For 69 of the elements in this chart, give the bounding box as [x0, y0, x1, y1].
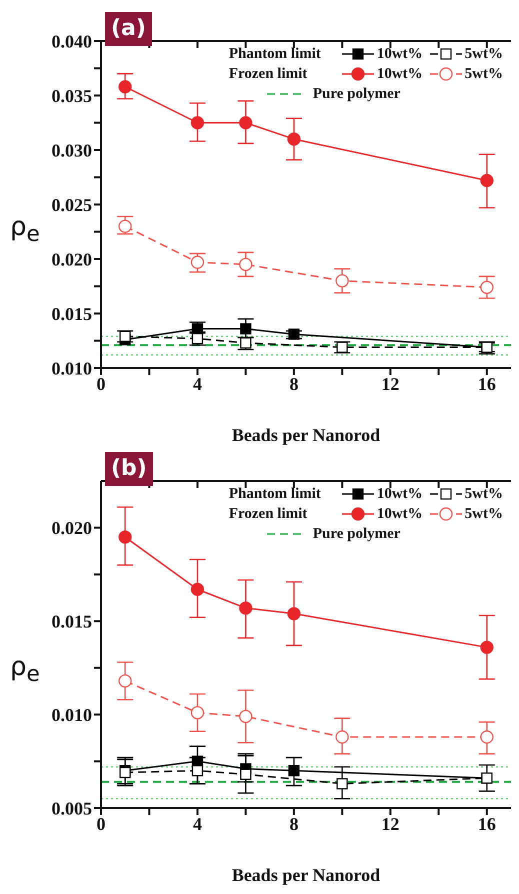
point: [239, 258, 252, 272]
x-tick-label: 4: [192, 814, 202, 834]
point: [336, 778, 348, 790]
point: [192, 765, 204, 776]
point: [118, 80, 132, 94]
annotation: Frozen limit: [228, 506, 308, 522]
legend-label: 5wt%: [464, 46, 503, 62]
x-tick-label: 12: [381, 374, 400, 394]
y-tick-label: 0.040: [52, 31, 92, 52]
y-tick-label: 0.015: [52, 612, 92, 632]
x-axis-title: Beads per Nanorod: [230, 865, 382, 886]
y-axis-title: ρ$_{e}$: [10, 212, 40, 248]
point: [288, 765, 300, 776]
x-tick-label: 4: [192, 374, 202, 394]
annotation: Phantom limit: [228, 486, 322, 502]
y-tick-label: 0.035: [52, 86, 92, 106]
point: [287, 132, 301, 146]
point: [239, 601, 252, 615]
point: [190, 256, 204, 269]
legend-label: 10wt%: [376, 46, 423, 62]
point: [336, 274, 349, 288]
x-tick-label: 16: [478, 374, 496, 394]
legend-label: Pure polymer: [312, 526, 400, 542]
legend-label: 5wt%: [464, 66, 503, 82]
point: [480, 640, 494, 654]
legend-label: Pure polymer: [312, 86, 400, 102]
chart-title: (a): [105, 12, 152, 46]
point: [240, 768, 252, 780]
y-tick-label: 0.015: [52, 304, 92, 324]
x-tick-label: 8: [289, 814, 298, 834]
y-tick-label: 0.010: [52, 704, 92, 725]
point: [336, 342, 348, 353]
legend-label: 5wt%: [464, 486, 503, 502]
legend-label: 10wt%: [376, 506, 423, 522]
point: [287, 607, 301, 620]
y-tick-label: 0.020: [52, 249, 92, 270]
x-tick-label: 0: [96, 814, 106, 834]
chart-title: (b): [105, 452, 153, 486]
x-tick-label: 0: [96, 374, 106, 394]
point: [190, 582, 204, 596]
y-tick-label: 0.025: [52, 194, 92, 215]
y-tick-label: 0.030: [52, 140, 92, 160]
annotation: Frozen limit: [228, 66, 308, 82]
legend-label: 10wt%: [376, 486, 423, 502]
point: [336, 730, 349, 744]
point: [239, 710, 252, 724]
point: [239, 116, 252, 130]
y-tick-label: 0.010: [52, 358, 92, 378]
point: [118, 530, 132, 544]
legend-label: 10wt%: [376, 66, 423, 82]
x-tick-label: 8: [289, 374, 298, 394]
point: [480, 730, 494, 744]
x-tick-label: 12: [381, 814, 400, 834]
y-tick-label: 0.005: [52, 798, 92, 818]
point: [118, 220, 132, 233]
legend-label: 5wt%: [464, 506, 503, 522]
point: [288, 328, 300, 340]
annotation: Phantom limit: [228, 46, 322, 62]
point: [480, 280, 494, 294]
point: [240, 323, 252, 334]
point: [480, 174, 494, 188]
y-tick-label: 0.020: [52, 518, 92, 538]
point: [190, 706, 204, 720]
y-axis-title: ρ$_{e}$: [10, 652, 40, 688]
point: [118, 674, 132, 688]
point: [120, 330, 131, 342]
x-tick-label: 16: [478, 814, 496, 834]
point: [190, 116, 204, 130]
x-axis-title: Beads per Nanorod: [230, 425, 382, 446]
